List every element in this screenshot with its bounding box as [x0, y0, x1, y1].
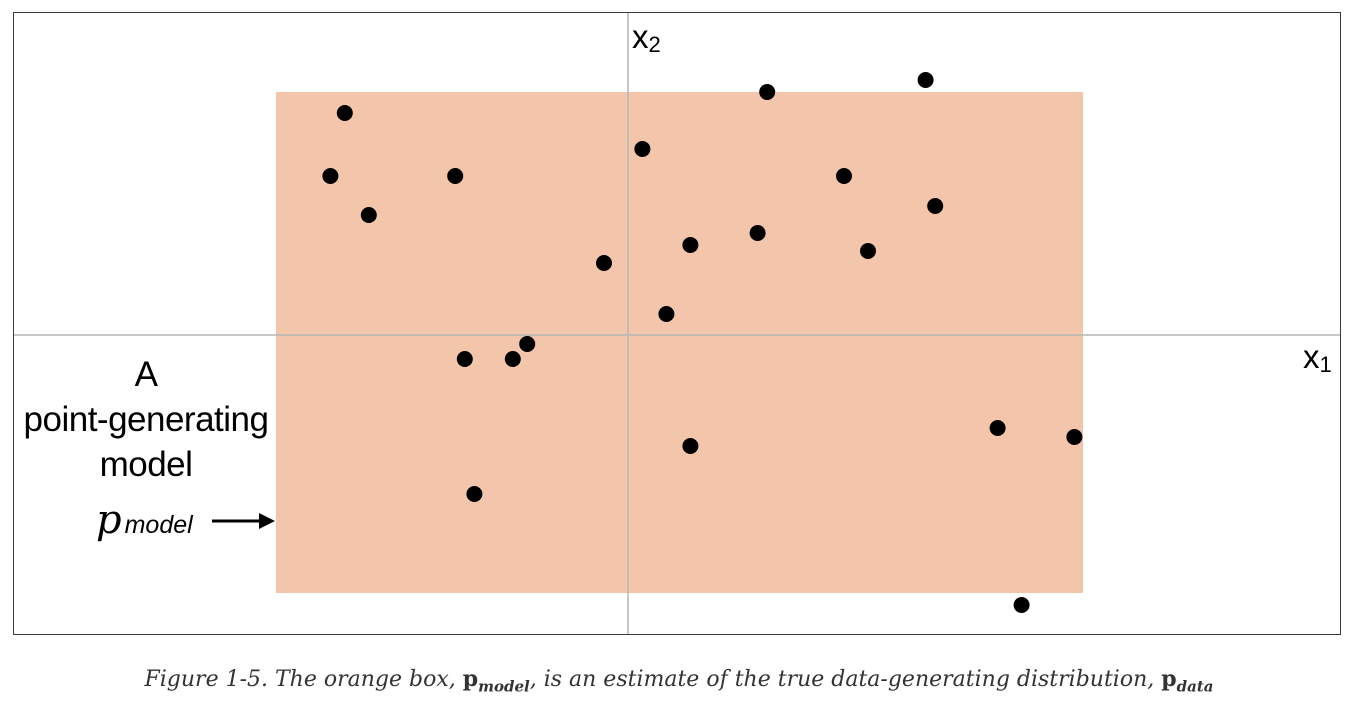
model-label-line: model	[99, 445, 193, 484]
arrow-icon	[212, 513, 275, 529]
diagram-frame	[13, 12, 1341, 635]
model-label-line: A	[134, 355, 158, 394]
data-points	[322, 72, 1083, 613]
x-axis-label: x1	[1303, 338, 1332, 377]
p-model-symbol: p model	[96, 497, 193, 543]
model-label-line: point-generating	[23, 400, 269, 439]
data-point	[456, 351, 473, 367]
data-point	[336, 105, 353, 121]
y-axis-label: x2	[632, 18, 661, 57]
data-point	[634, 141, 651, 157]
data-point	[466, 486, 483, 502]
data-point	[749, 225, 766, 241]
data-point	[519, 336, 536, 352]
model-label: A point-generating model	[18, 352, 274, 487]
data-point	[658, 306, 675, 322]
data-point	[682, 237, 699, 253]
data-point	[682, 438, 699, 454]
data-point	[1013, 597, 1030, 613]
figure-caption: Figure 1-5. The orange box, pmodel, is a…	[144, 666, 1214, 696]
data-point	[447, 168, 464, 184]
data-point	[759, 84, 776, 100]
data-point	[989, 420, 1006, 436]
model-box	[276, 92, 1083, 593]
data-point	[596, 255, 612, 271]
data-point	[1066, 429, 1083, 445]
data-point	[504, 351, 521, 367]
data-point	[836, 168, 852, 184]
data-point	[360, 207, 377, 223]
data-point	[927, 198, 944, 214]
data-point	[322, 168, 339, 184]
data-point	[860, 243, 876, 259]
data-point	[917, 72, 934, 88]
